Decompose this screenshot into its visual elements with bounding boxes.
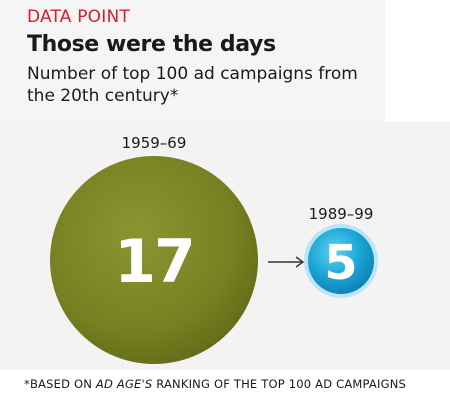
footnote-suffix: RANKING OF THE TOP 100 AD CAMPAIGNS (152, 377, 406, 391)
footnote-source: AD AGE'S (95, 377, 153, 391)
footnote-panel (0, 370, 450, 400)
bubble-1989-99 (308, 228, 374, 294)
chart-subtitle: Number of top 100 ad campaigns from the … (27, 64, 358, 106)
chart-title: Those were the days (27, 32, 276, 57)
header-panel (0, 0, 385, 122)
footnote-prefix: *BASED ON (24, 377, 96, 391)
category-label-1959-69: 1959–69 (121, 134, 187, 152)
value-label-1989-99: 5 (324, 235, 357, 291)
arrow-right-icon (268, 256, 305, 268)
bubble-1959-69 (50, 156, 258, 364)
category-label-1989-99: 1989–99 (308, 205, 374, 223)
value-label-1959-69: 17 (114, 227, 194, 297)
footnote: *BASED ON AD AGE'S RANKING OF THE TOP 10… (24, 377, 406, 391)
kicker-label: DATA POINT (27, 7, 130, 27)
